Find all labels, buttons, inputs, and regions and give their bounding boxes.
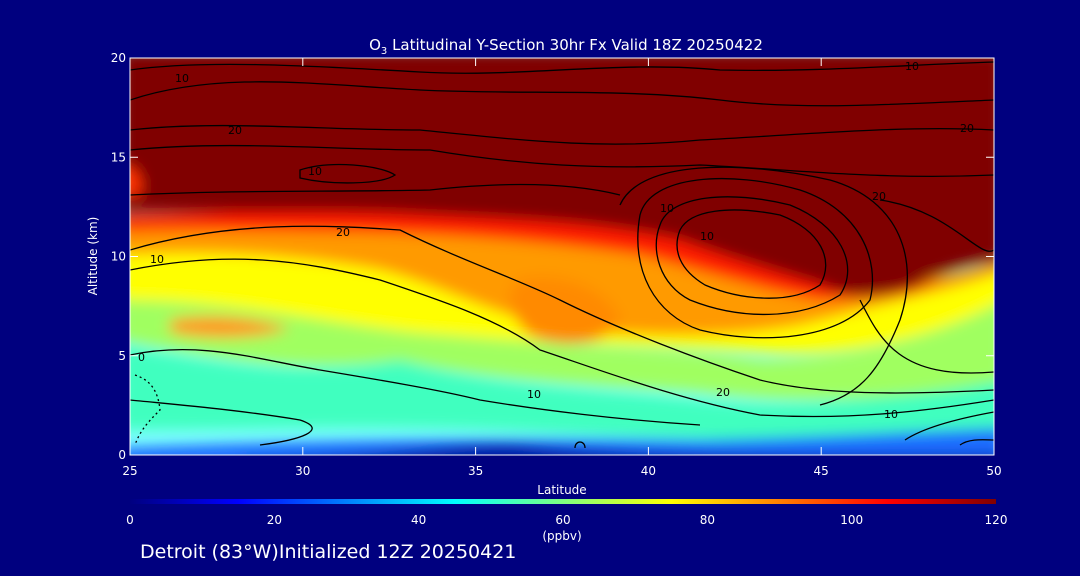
- y-tick-label: 20: [111, 51, 126, 65]
- contour-line: [130, 183, 621, 196]
- contour-line: [299, 163, 397, 184]
- contour-line: [130, 399, 313, 446]
- colorbar-tick-label: 0: [126, 513, 134, 527]
- field-dark-red: [130, 58, 994, 297]
- colorbar-tick-label: 80: [700, 513, 715, 527]
- contour-line: [130, 124, 994, 145]
- contour-line: [130, 225, 994, 394]
- field-red: [130, 209, 994, 300]
- x-tick-label: 35: [468, 464, 483, 478]
- colorbar-tick-label: 60: [555, 513, 570, 527]
- y-tick-label: 5: [118, 349, 126, 363]
- contour-label: 0: [138, 351, 145, 364]
- contour-label: 20: [872, 190, 886, 203]
- x-tick-label: 40: [641, 464, 656, 478]
- field-red-left-edge: [130, 166, 142, 197]
- y-tick-label: 10: [111, 250, 126, 264]
- field-green: [130, 290, 994, 400]
- contour-line: [676, 209, 827, 299]
- x-tick-label: 50: [986, 464, 1001, 478]
- contour-label: 10: [150, 253, 164, 266]
- contour-line: [574, 441, 586, 449]
- x-axis: 25 30 35 40 45 50: [122, 58, 1002, 478]
- field-cyan-green: [130, 346, 994, 442]
- y-axis-label: Altitude (km): [86, 217, 100, 296]
- contour-line: [130, 81, 994, 107]
- contour-label: 10: [700, 230, 714, 243]
- contour-line: [959, 439, 994, 446]
- colorbar-tick-label: 40: [411, 513, 426, 527]
- contour-labels: 10 20 10 10 20 20 10 10 20 10 0 10 20 10: [138, 60, 974, 421]
- x-axis-label: Latitude: [537, 483, 586, 497]
- chart-title: O3 Latitudinal Y-Section 30hr Fx Valid 1…: [369, 36, 763, 57]
- x-tick-label: 45: [814, 464, 829, 478]
- contour-label: 10: [660, 202, 674, 215]
- contour-line: [130, 144, 994, 177]
- contour-label: 20: [228, 124, 242, 137]
- colorbar-unit: (ppbv): [542, 529, 581, 543]
- footer-info: Detroit (83°W)Initialized 12Z 20250421: [140, 541, 517, 563]
- contour-label: 20: [336, 226, 350, 239]
- x-tick-label: 25: [122, 464, 137, 478]
- field-orange: [130, 214, 994, 335]
- contour-label: 10: [884, 408, 898, 421]
- colorbar-ticks: 0 20 40 60 80 100 120: [126, 513, 1007, 527]
- y-tick-label: 0: [118, 448, 126, 462]
- contour-label: 10: [308, 165, 322, 178]
- contour-label: 10: [175, 72, 189, 85]
- field-blue-bottom: [130, 428, 994, 455]
- contour-line: [130, 349, 701, 426]
- colorbar-tick-label: 100: [840, 513, 863, 527]
- field-orange-left: [170, 316, 290, 338]
- contour-lines: [130, 61, 994, 449]
- field-orange-core: [509, 277, 620, 344]
- contour-label: 10: [905, 60, 919, 73]
- contour-line: [619, 166, 908, 406]
- contour-line: [130, 61, 994, 74]
- y-tick-label: 15: [111, 150, 126, 164]
- colorbar-tick-label: 120: [985, 513, 1008, 527]
- contour-line: [904, 411, 994, 441]
- contour-label: 20: [716, 386, 730, 399]
- contour-line: [134, 374, 161, 446]
- colorbar-tick-label: 20: [267, 513, 282, 527]
- contour-line: [859, 299, 994, 374]
- ozone-field: 10 20 10 10 20 20 10 10 20 10 0 10 20 10: [130, 58, 994, 455]
- contour-line: [637, 177, 874, 339]
- colorbar: [130, 499, 996, 504]
- contour-label: 10: [527, 388, 541, 401]
- x-tick-label: 30: [295, 464, 310, 478]
- field-navy-bottom: [355, 444, 747, 455]
- contour-line: [655, 196, 849, 316]
- contour-line: [130, 258, 994, 418]
- contour-label: 20: [960, 122, 974, 135]
- contour-line: [879, 199, 994, 252]
